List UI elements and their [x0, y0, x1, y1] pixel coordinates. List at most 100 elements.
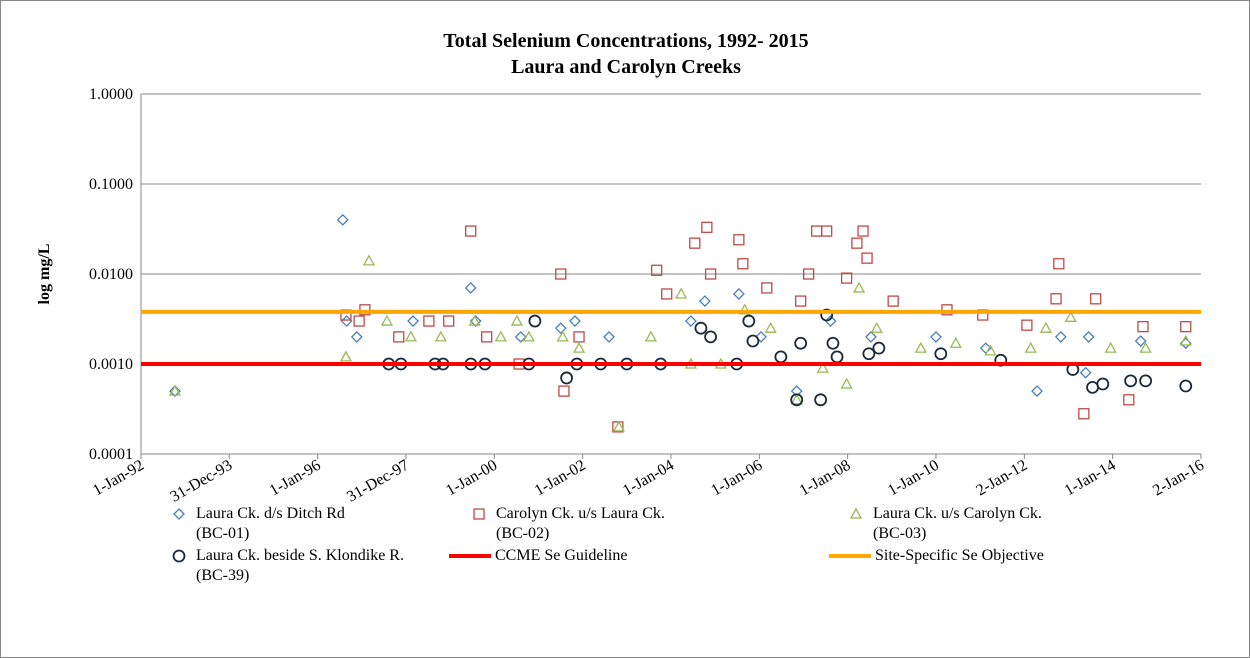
- point: [554, 322, 567, 335]
- x-tick-label: 31-Dec-97: [344, 457, 412, 506]
- point: [1090, 293, 1102, 305]
- point: [746, 334, 760, 348]
- point: [522, 330, 535, 342]
- point: [704, 268, 717, 280]
- legend-marker: [849, 507, 863, 519]
- point: [569, 315, 581, 327]
- chart-title: Total Selenium Concentrations, 1992- 201…: [443, 30, 808, 52]
- x-tick-label: 1-Jan-06: [708, 457, 765, 500]
- point: [816, 361, 829, 373]
- point: [694, 321, 708, 335]
- point: [661, 288, 673, 300]
- legend-marker: [473, 508, 485, 520]
- point: [755, 330, 767, 343]
- point: [362, 254, 376, 266]
- point: [612, 421, 624, 433]
- point: [870, 321, 883, 333]
- point: [1079, 366, 1092, 379]
- point: [404, 330, 417, 342]
- point: [826, 336, 840, 350]
- point: [914, 341, 927, 353]
- point: [934, 347, 948, 361]
- point: [1180, 321, 1192, 333]
- point: [481, 331, 493, 343]
- point: [1039, 321, 1052, 333]
- point: [1050, 293, 1062, 305]
- x-tick-label: 1-Jan-92: [90, 457, 147, 500]
- legend-label: Carolyn Ck. u/s Laura Ck. (BC-02): [496, 505, 665, 542]
- x-tick-label: 2-Jan-16: [1150, 457, 1207, 500]
- point: [840, 272, 853, 284]
- point: [674, 287, 688, 299]
- point: [814, 393, 828, 407]
- point: [1064, 310, 1077, 322]
- point: [443, 315, 455, 327]
- point: [494, 330, 507, 342]
- point: [651, 264, 663, 276]
- point: [1024, 341, 1037, 353]
- legend-marker: [173, 508, 185, 520]
- point: [572, 341, 586, 353]
- x-tick-label: 31-Dec-93: [168, 457, 236, 506]
- point: [1021, 319, 1033, 331]
- point: [1086, 380, 1099, 394]
- point: [862, 347, 876, 361]
- point: [464, 282, 477, 294]
- point: [434, 330, 447, 342]
- point: [821, 225, 833, 237]
- point: [644, 330, 657, 342]
- legend-label: Laura Ck. beside S. Klondike R. (BC-39): [196, 547, 404, 584]
- point: [861, 252, 873, 264]
- point: [612, 420, 625, 432]
- point: [336, 213, 349, 226]
- point: [1104, 341, 1117, 353]
- y-tick-label: 0.0100: [89, 266, 133, 283]
- point: [689, 237, 701, 249]
- point: [1139, 341, 1152, 353]
- point: [684, 315, 697, 327]
- point: [698, 295, 711, 308]
- point: [1134, 335, 1147, 347]
- point: [168, 384, 182, 396]
- point: [528, 314, 542, 328]
- point: [169, 385, 181, 398]
- point: [761, 282, 773, 294]
- point: [353, 315, 365, 327]
- point: [514, 330, 527, 343]
- y-axis-label: log mg/L: [36, 244, 53, 305]
- point: [865, 330, 877, 343]
- x-tick-label: 1-Jan-10: [885, 457, 942, 500]
- point: [556, 330, 569, 342]
- legend-label: Site-Specific Se Objective: [875, 547, 1044, 564]
- point: [340, 315, 353, 327]
- point: [1123, 394, 1135, 406]
- point: [840, 377, 853, 389]
- point: [824, 315, 837, 327]
- point: [1053, 258, 1065, 270]
- point: [1179, 334, 1192, 346]
- x-tick-label: 1-Jan-04: [620, 457, 677, 500]
- point: [857, 225, 869, 237]
- point: [555, 268, 567, 280]
- point: [774, 350, 788, 364]
- point: [941, 304, 953, 316]
- point: [359, 304, 371, 316]
- point: [468, 314, 481, 326]
- point: [339, 350, 353, 362]
- point: [887, 295, 899, 307]
- point: [930, 330, 942, 343]
- legend-label: CCME Se Guideline: [495, 547, 628, 564]
- point: [1124, 374, 1138, 388]
- point: [1137, 321, 1149, 333]
- point: [701, 221, 713, 233]
- point: [830, 350, 844, 364]
- point: [803, 268, 815, 280]
- point: [790, 393, 803, 405]
- point: [465, 225, 477, 237]
- point: [407, 315, 419, 327]
- point: [949, 336, 962, 348]
- point: [984, 344, 997, 356]
- x-tick-label: 1-Jan-96: [267, 457, 324, 500]
